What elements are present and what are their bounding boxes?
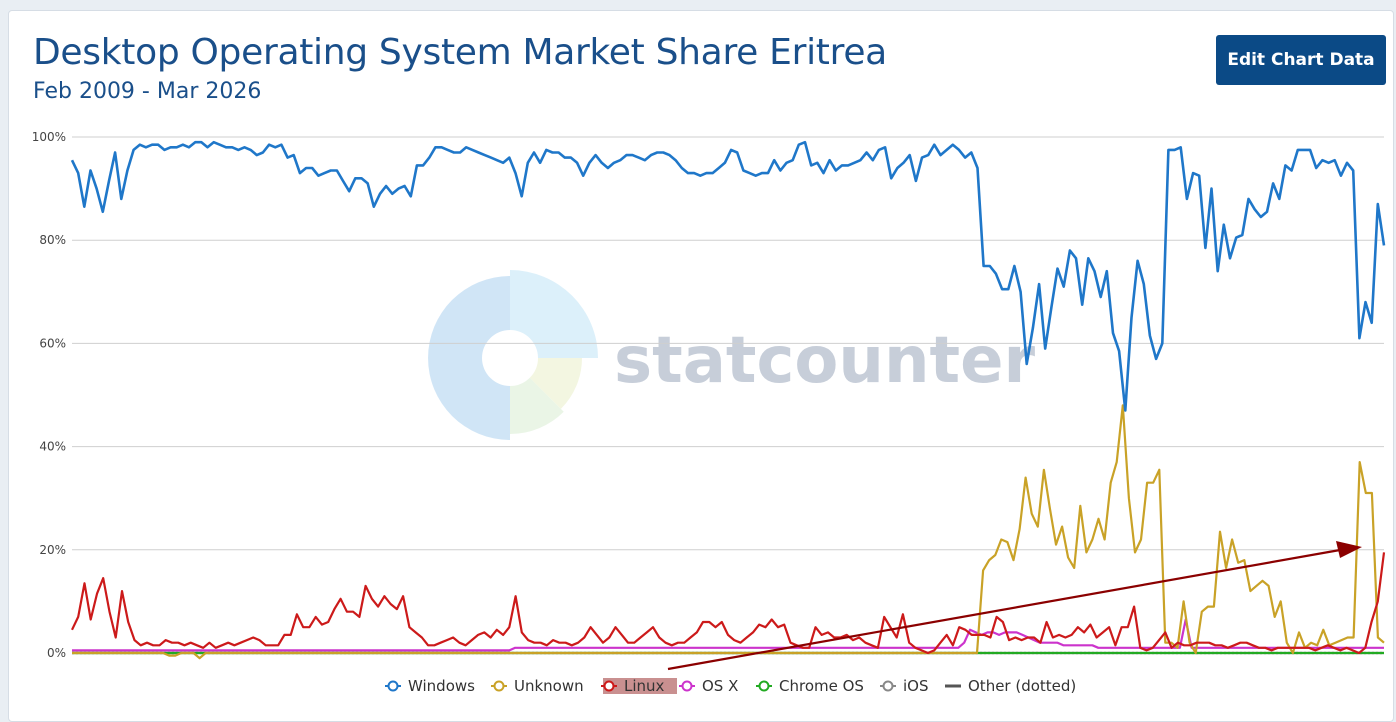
statcounter-watermark: statcounter [428, 270, 1036, 440]
legend-item-linux[interactable]: Linux [601, 677, 677, 695]
series-line-unknown [72, 404, 1385, 660]
y-tick-label: 0% [47, 646, 66, 660]
watermark-text: statcounter [614, 324, 1036, 398]
legend-item-chrome-os[interactable]: Chrome OS [756, 677, 864, 695]
legend-item-unknown[interactable]: Unknown [491, 677, 584, 695]
y-axis: 0% 20% 40% 60% 80% 100% [32, 130, 66, 660]
legend-marker [603, 680, 615, 692]
legend-label: Windows [408, 677, 475, 695]
y-tick-label: 20% [39, 543, 66, 557]
watermark-segment-light-blue [510, 270, 598, 358]
annotation-arrowhead [1336, 541, 1362, 558]
legend-marker [681, 680, 693, 692]
y-tick-label: 60% [39, 336, 66, 350]
series-line-os-x [72, 618, 1384, 652]
legend-highlight [603, 678, 677, 694]
legend-item-ios[interactable]: iOS [880, 677, 929, 695]
legend-label: Other (dotted) [968, 677, 1076, 695]
series-line-windows [70, 140, 1386, 412]
series-line-linux [71, 552, 1386, 655]
page-title: Desktop Operating System Market Share Er… [33, 32, 887, 73]
watermark-segment-green [510, 377, 564, 434]
edit-chart-data-button[interactable]: Edit Chart Data [1216, 35, 1386, 85]
legend-label: OS X [702, 677, 738, 695]
legend-item-windows[interactable]: Windows [385, 677, 475, 695]
y-tick-label: 80% [39, 233, 66, 247]
series-group [70, 140, 1386, 660]
legend-label: Linux [624, 677, 665, 695]
date-range-subtitle: Feb 2009 - Mar 2026 [33, 79, 262, 104]
legend-marker [493, 680, 505, 692]
legend-label: Unknown [514, 677, 584, 695]
legend-item-other-dotted[interactable]: Other (dotted) [945, 677, 1076, 695]
legend-label: Chrome OS [779, 677, 864, 695]
legend-marker [758, 680, 770, 692]
y-tick-label: 40% [39, 440, 66, 454]
annotation-arrow [667, 548, 1341, 671]
legend: Windows Unknown Linux OS X Chrome OS iOS Other… [385, 677, 1076, 695]
legend-item-os-x[interactable]: OS X [679, 677, 738, 695]
watermark-segment-yellow [529, 358, 582, 409]
legend-label: iOS [903, 677, 929, 695]
watermark-segment-blue [428, 276, 510, 440]
annotation-group [667, 541, 1362, 671]
y-tick-label: 100% [32, 130, 66, 144]
legend-marker [882, 680, 894, 692]
legend-marker [387, 680, 399, 692]
